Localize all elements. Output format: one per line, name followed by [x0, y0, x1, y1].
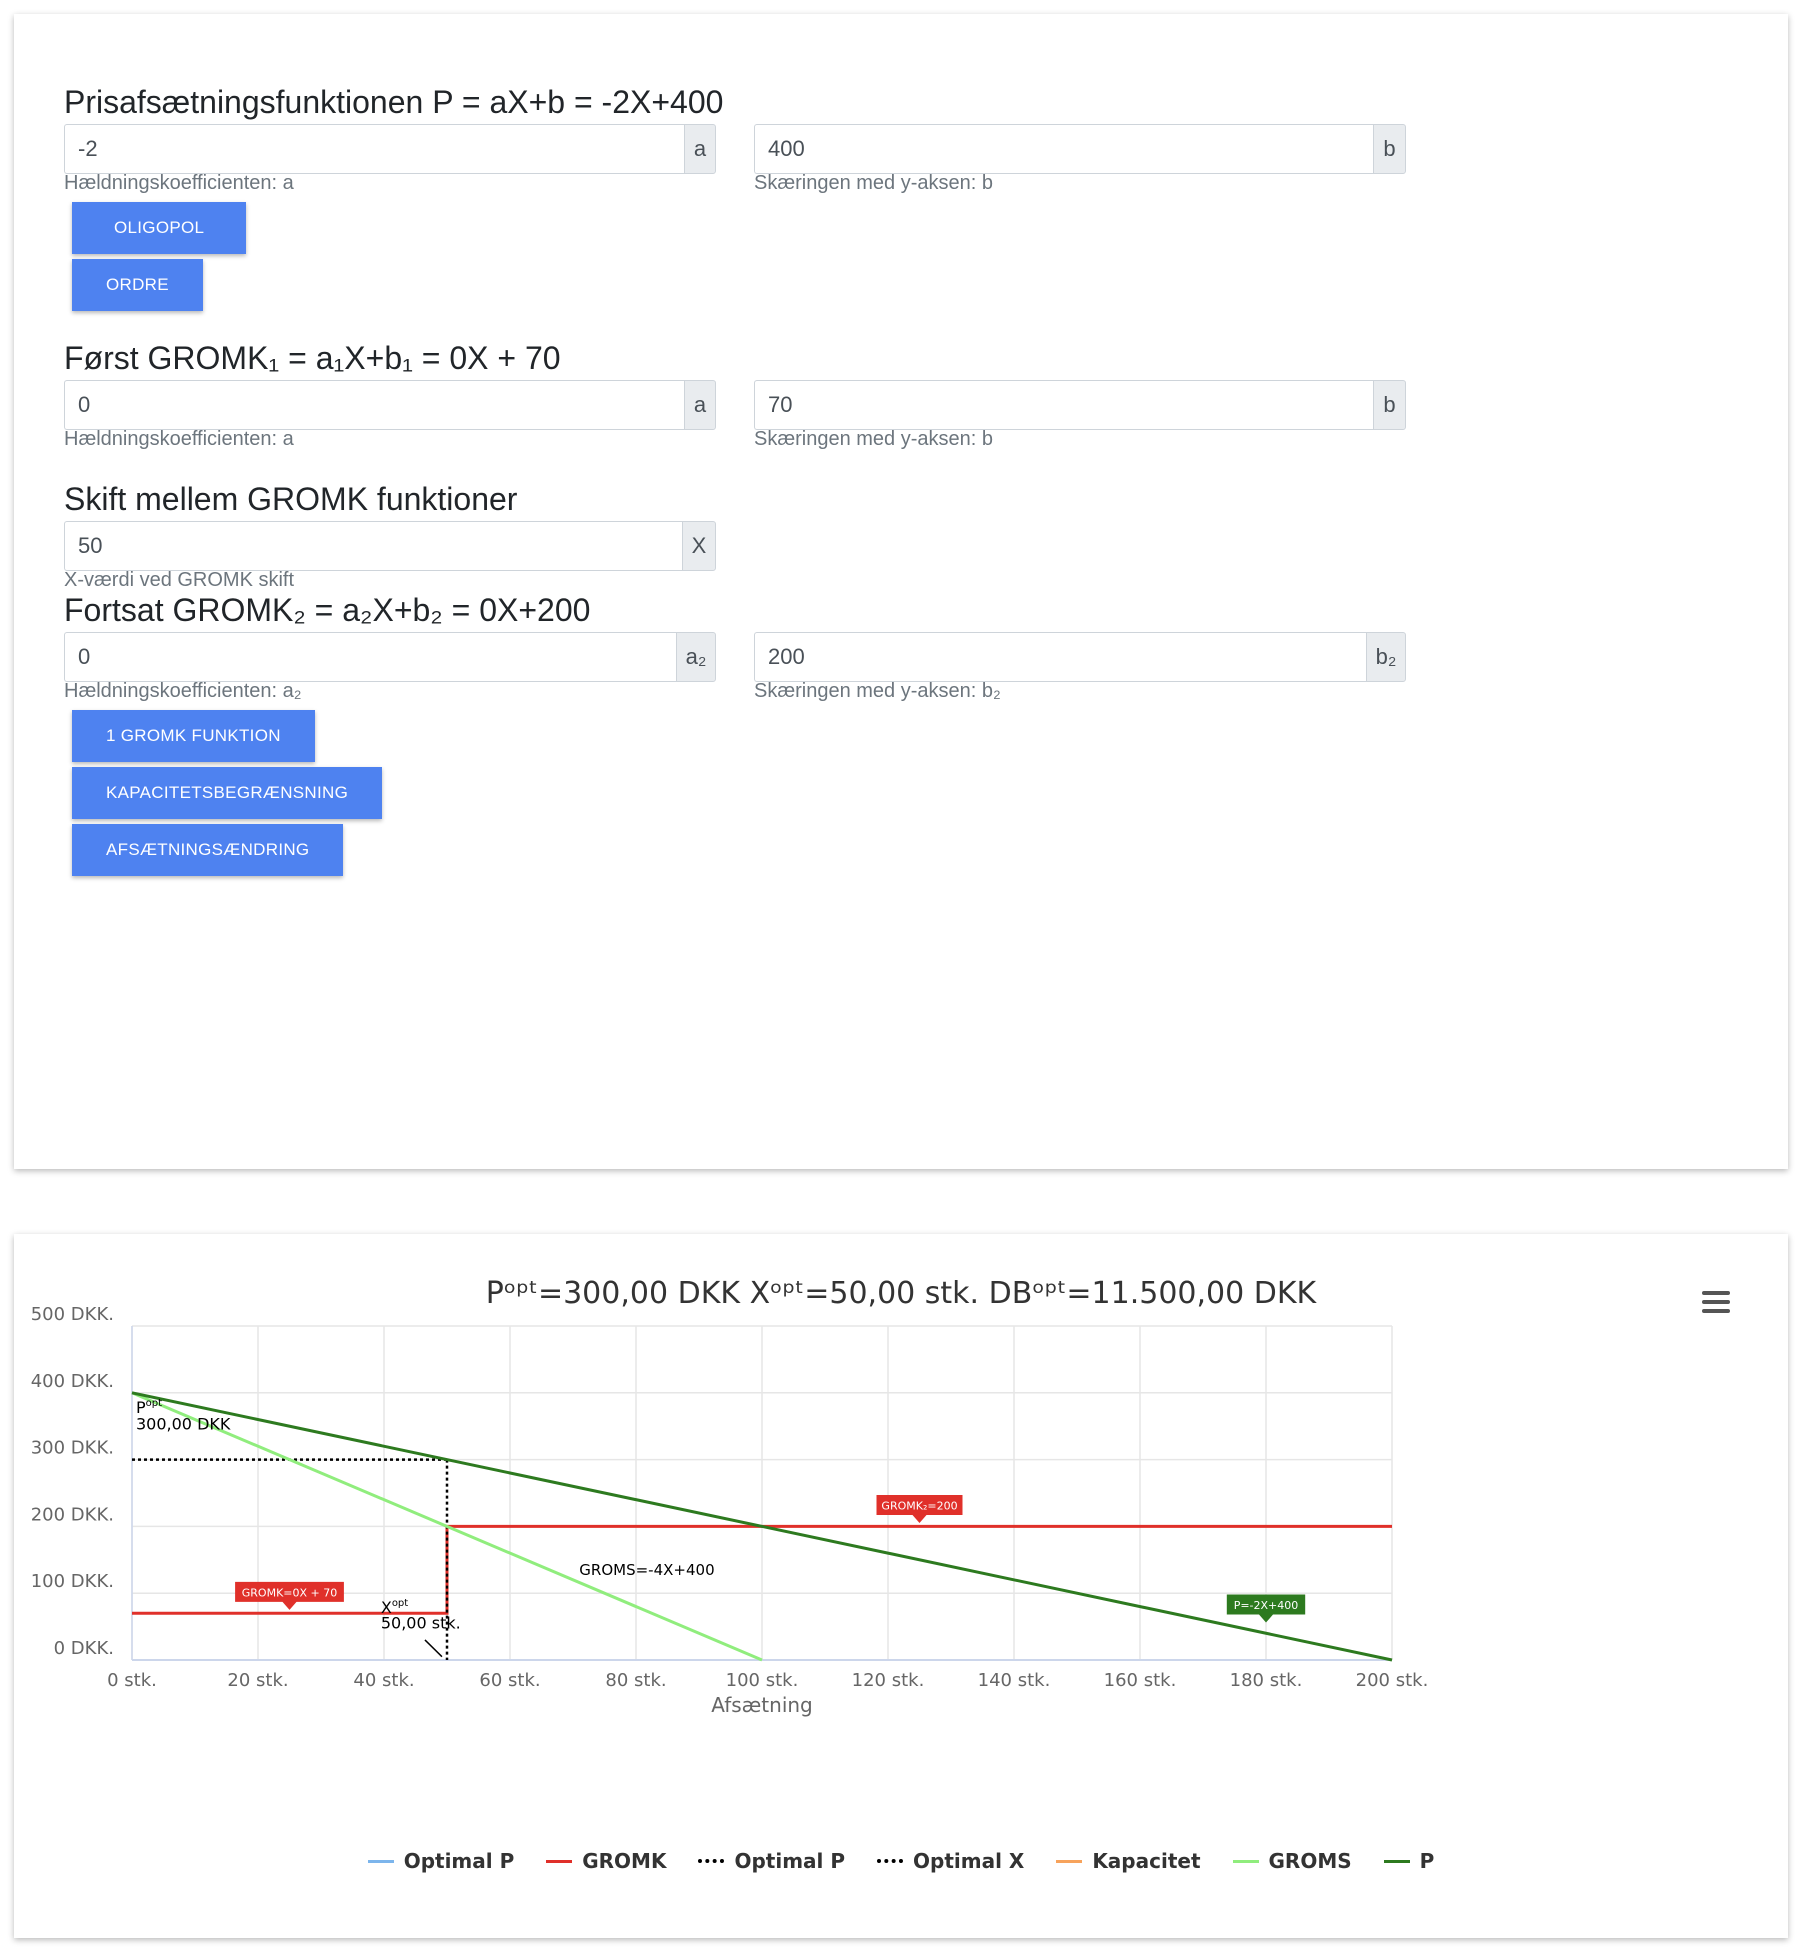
price-b-input-group: b — [754, 124, 1406, 174]
legend-swatch — [1232, 1859, 1259, 1863]
y-tick-label: 0 DKK. — [54, 1638, 114, 1659]
x-tick-label: 0 stk. — [107, 1670, 157, 1691]
gromk1-flag: GROMK=0X + 70 — [235, 1581, 344, 1610]
y-tick-label: 500 DKK. — [31, 1304, 114, 1325]
gromk1-heading: Først GROMK₁ = a₁X+b₁ = 0X + 70 — [64, 340, 561, 376]
popt-label: Popt — [136, 1398, 162, 1417]
gromk1-b-addon: b — [1373, 380, 1406, 430]
x-tick-label: 40 stk. — [353, 1670, 414, 1691]
shift-x-addon: X — [682, 521, 716, 571]
gromk2-b-input[interactable] — [754, 632, 1366, 682]
popt-value-label: 300,00 DKK — [136, 1415, 231, 1434]
legend-item-gromk[interactable]: GROMK — [546, 1849, 666, 1873]
p-flag-box — [1226, 1594, 1306, 1623]
gromk1-a-input[interactable] — [64, 380, 684, 430]
hamburger-menu-icon[interactable] — [1702, 1291, 1730, 1313]
series-line-p — [131, 1391, 1393, 1662]
price-b-help: Skæringen med y-aksen: b — [754, 172, 994, 194]
x-tick-label: 180 stk. — [1230, 1670, 1303, 1691]
legend-swatch — [698, 1859, 725, 1863]
gromk2-a-help: Hældningskoefficienten: a₂ — [64, 680, 302, 702]
capacity-limit-button[interactable]: KAPACITETSBEGRÆNSNING — [72, 767, 383, 819]
legend-item-p[interactable]: P — [1383, 1849, 1435, 1873]
gromk1-a-help: Hældningskoefficienten: a — [64, 428, 294, 450]
gromk2-b-input-group: b₂ — [754, 632, 1406, 682]
price-a-input[interactable] — [64, 124, 684, 174]
legend-label: Optimal X — [913, 1849, 1025, 1873]
legend-label: GROMK — [582, 1849, 667, 1873]
gromk2-flag-box — [876, 1495, 963, 1524]
gromk2-a-input[interactable] — [64, 632, 676, 682]
x-tick-label: 160 stk. — [1104, 1670, 1177, 1691]
shift-x-input-group: X — [64, 521, 716, 571]
legend-label: P — [1419, 1849, 1435, 1873]
price-a-input-group: a — [64, 124, 716, 174]
gromk2-flag: GROMK₂=200 — [876, 1495, 963, 1524]
gromk1-a-input-group: a — [64, 380, 716, 430]
x-tick-label: 80 stk. — [605, 1670, 666, 1691]
y-tick-label: 100 DKK. — [31, 1571, 114, 1592]
price-b-addon: b — [1373, 124, 1406, 174]
legend-item-groms[interactable]: GROMS — [1232, 1849, 1352, 1873]
legend-swatch — [877, 1859, 903, 1863]
p-flag-text: P=-2X+400 — [1234, 1599, 1299, 1612]
gromk2-flag-text: GROMK₂=200 — [881, 1500, 957, 1513]
xopt-value-label: 50,00 stk. — [381, 1614, 461, 1633]
xopt-connector — [424, 1639, 443, 1658]
shift-x-help: X-værdi ved GROMK skift — [64, 569, 295, 591]
x-tick-label: 120 stk. — [852, 1670, 925, 1691]
gromk2-b-addon: b₂ — [1366, 632, 1406, 682]
legend-label: Optimal P — [734, 1849, 845, 1873]
gromk2-a-input-group: a₂ — [64, 632, 716, 682]
gromk1-b-input[interactable] — [754, 380, 1373, 430]
y-tick-label: 400 DKK. — [31, 1371, 114, 1392]
x-tick-label: 100 stk. — [726, 1670, 799, 1691]
oligopol-button[interactable]: OLIGOPOL — [72, 202, 247, 254]
gromk1-b-help: Skæringen med y-aksen: b — [754, 428, 994, 450]
legend-label: GROMS — [1268, 1849, 1352, 1873]
p-flag: P=-2X+400 — [1226, 1594, 1306, 1623]
shift-heading: Skift mellem GROMK funktioner — [64, 481, 518, 517]
input-card: Prisafsætningsfunktionen P = aX+b = -2X+… — [14, 14, 1788, 1169]
xopt-label: Xopt — [381, 1598, 408, 1617]
legend-swatch — [1056, 1859, 1083, 1863]
legend-item-optimal-p[interactable]: Optimal P — [367, 1849, 515, 1873]
series-line-groms — [131, 1391, 763, 1662]
price-a-help: Hældningskoefficienten: a — [64, 172, 294, 194]
chart-card: Pᵒᵖᵗ=300,00 DKK Xᵒᵖᵗ=50,00 stk. DBᵒᵖᵗ=11… — [14, 1234, 1788, 1938]
chart-title: Pᵒᵖᵗ=300,00 DKK Xᵒᵖᵗ=50,00 stk. DBᵒᵖᵗ=11… — [485, 1276, 1317, 1311]
ordre-button[interactable]: ORDRE — [72, 259, 203, 311]
groms-label: GROMS=-4X+400 — [579, 1561, 714, 1579]
y-tick-label: 200 DKK. — [31, 1504, 114, 1525]
x-axis-title: Afsætning — [711, 1693, 813, 1717]
legend-item-kapacitet[interactable]: Kapacitet — [1056, 1849, 1201, 1873]
price-function-heading: Prisafsætningsfunktionen P = aX+b = -2X+… — [64, 84, 724, 120]
shift-x-input[interactable] — [64, 521, 682, 571]
legend-item-optimal-x[interactable]: Optimal X — [877, 1849, 1024, 1873]
legend-label: Optimal P — [403, 1849, 515, 1873]
x-tick-label: 20 stk. — [227, 1670, 288, 1691]
legend-swatch — [367, 1859, 394, 1863]
price-a-addon: a — [684, 124, 716, 174]
chart-plot: 0 stk. 20 stk. 40 stk. 60 stk. 80 stk. 100 st… — [31, 1304, 1429, 1717]
legend-label: Kapacitet — [1092, 1849, 1201, 1873]
x-tick-label: 140 stk. — [978, 1670, 1051, 1691]
demand-change-button[interactable]: AFSÆTNINGSÆNDRING — [72, 824, 344, 876]
gromk2-b-help: Skæringen med y-aksen: b₂ — [754, 680, 1001, 702]
gromk1-flag-text: GROMK=0X + 70 — [242, 1586, 338, 1599]
legend-item-optimal-p[interactable]: Optimal P — [698, 1849, 845, 1873]
legend-swatch — [546, 1859, 573, 1863]
legend-swatch — [1383, 1859, 1410, 1863]
one-gromk-function-button[interactable]: 1 GROMK FUNKTION — [72, 710, 315, 762]
x-tick-label: 60 stk. — [479, 1670, 540, 1691]
chart-legend: Optimal P GROMK Optimal P Optimal X Kapacite… — [14, 1849, 1788, 1873]
gromk2-a-addon: a₂ — [676, 632, 716, 682]
gromk1-flag-box — [235, 1581, 344, 1610]
x-tick-label: 200 stk. — [1356, 1670, 1429, 1691]
price-b-input[interactable] — [754, 124, 1373, 174]
gromk2-heading: Fortsat GROMK₂ = a₂X+b₂ = 0X+200 — [64, 592, 591, 628]
gromk1-a-addon: a — [684, 380, 716, 430]
gromk1-b-input-group: b — [754, 380, 1406, 430]
y-tick-label: 300 DKK. — [31, 1438, 114, 1459]
